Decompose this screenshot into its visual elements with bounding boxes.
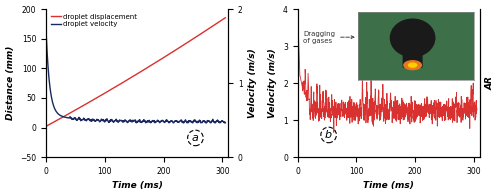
Text: a: a [192,133,199,143]
Line: droplet displacement: droplet displacement [46,18,226,126]
droplet displacement [43,125,49,128]
Line: droplet velocity: droplet velocity [46,33,226,123]
Text: Dragging
of gases: Dragging of gases [303,31,354,44]
droplet displacement [124,79,130,81]
X-axis label: Time (ms): Time (ms) [112,181,162,191]
Legend: droplet displacement, droplet velocity: droplet displacement, droplet velocity [50,13,138,29]
droplet displacement [89,99,95,102]
droplet displacement [222,17,228,19]
droplet displacement [162,55,168,57]
droplet velocity [89,118,95,121]
droplet velocity [43,32,49,34]
Y-axis label: Velocity (m/s): Velocity (m/s) [268,48,278,118]
droplet velocity [222,122,228,124]
droplet velocity [142,122,148,124]
droplet velocity [178,119,184,122]
droplet velocity [163,120,169,123]
droplet velocity [149,120,155,122]
droplet velocity [74,118,80,120]
droplet displacement [74,108,80,110]
X-axis label: Time (ms): Time (ms) [364,181,414,191]
Y-axis label: Distance (mm): Distance (mm) [6,46,15,120]
droplet velocity [124,121,130,123]
Text: b: b [325,130,332,140]
Y-axis label: AR: AR [486,76,494,90]
droplet displacement [178,45,184,48]
droplet displacement [148,64,154,66]
Y-axis label: Velocity (m/s): Velocity (m/s) [248,48,258,118]
